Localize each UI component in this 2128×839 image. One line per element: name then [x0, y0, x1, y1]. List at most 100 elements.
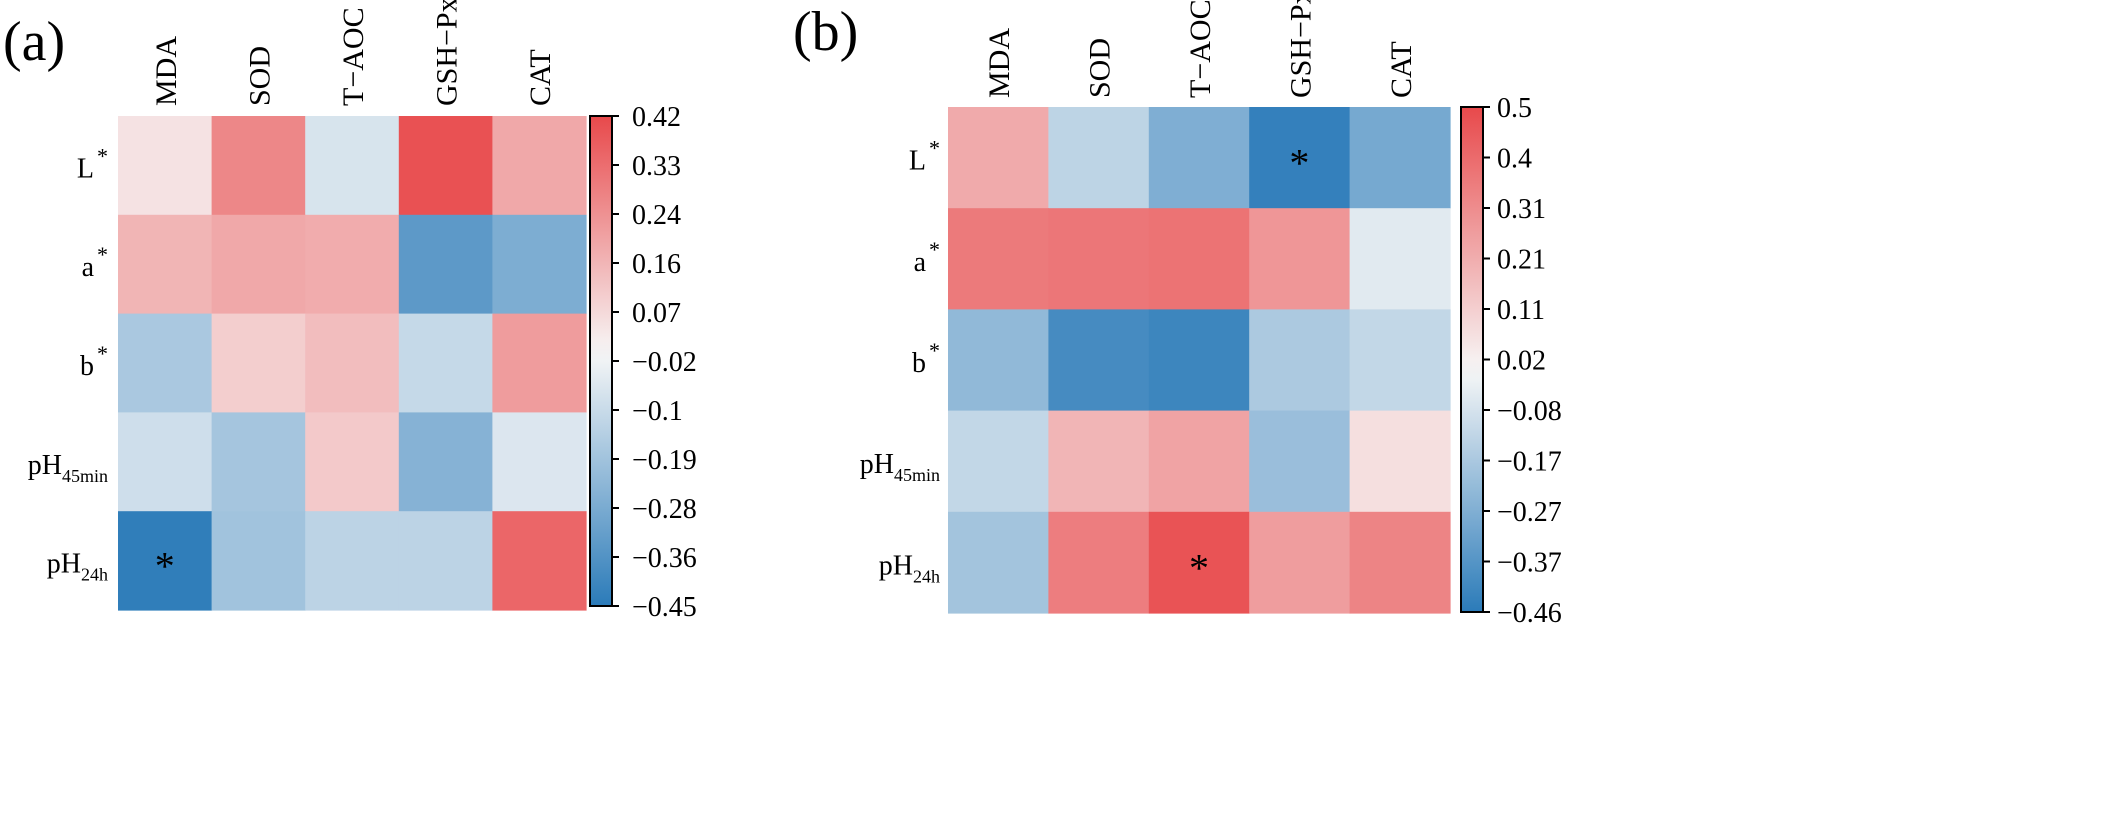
row-label: L *	[77, 143, 108, 184]
heatmap-cell	[118, 214, 213, 315]
heatmap-cell	[948, 309, 1049, 412]
colorbar-tick-label: −0.46	[1497, 598, 1562, 629]
heatmap-cell	[211, 214, 306, 315]
heatmap-panel-b: (b) MDA SOD T−AOC GSH−Px CAT**L *a *b *pH45minpH…	[793, 0, 1562, 629]
colorbar	[1460, 106, 1484, 613]
row-label-base: pH	[47, 549, 81, 580]
row-label-base: a	[82, 252, 95, 283]
colorbar-tick-label: −0.37	[1497, 548, 1562, 579]
colorbar-tick-label: −0.27	[1497, 497, 1562, 528]
panel-label: (a)	[3, 11, 65, 73]
colorbar-tick-label: 0.31	[1497, 194, 1546, 225]
colorbar-tick-label: 0.16	[632, 249, 681, 280]
heatmap-cell	[1249, 410, 1351, 513]
heatmap-cell	[211, 313, 306, 413]
colorbar-tick-label: 0.07	[632, 298, 681, 329]
row-label-base: pH	[860, 449, 894, 480]
heatmap-cell	[1048, 107, 1150, 209]
heatmap-cell	[305, 116, 400, 216]
colorbar-tick-label: 0.5	[1497, 93, 1532, 124]
row-label-base: b	[912, 348, 926, 379]
column-label: MDA	[150, 36, 183, 106]
heatmap-cell	[1349, 410, 1451, 513]
colorbar-tick-label: −0.45	[632, 592, 697, 623]
colorbar-tick-label: 0.24	[632, 200, 681, 231]
row-label: b *	[80, 341, 108, 382]
heatmap-cell	[1148, 107, 1250, 209]
significance-mark: *	[1189, 545, 1209, 590]
heatmap-cell	[1048, 410, 1150, 513]
row-label-superscript: *	[97, 341, 108, 366]
heatmap-cell	[492, 511, 587, 611]
panel-label: (b)	[793, 1, 858, 63]
colorbar-tick-label: 0.02	[1497, 346, 1546, 377]
row-label-subscript: 24h	[913, 566, 940, 586]
heatmap-cell	[1349, 511, 1451, 614]
heatmap-cell	[211, 412, 306, 512]
heatmap-cell	[211, 116, 306, 216]
heatmap-cell	[118, 116, 213, 216]
colorbar-tick-label: −0.19	[632, 445, 697, 476]
significance-mark: *	[1289, 141, 1309, 186]
significance-mark: *	[155, 544, 175, 589]
heatmap-cell	[1048, 309, 1150, 412]
row-label-subscript: 24h	[81, 565, 108, 585]
row-label-superscript: *	[97, 242, 108, 267]
heatmap-cell	[118, 313, 213, 413]
column-label: T−AOC	[337, 7, 370, 106]
heatmap-cell	[305, 511, 400, 611]
heatmap-cell	[492, 313, 587, 413]
colorbar	[589, 115, 613, 607]
heatmap-cell	[1249, 208, 1351, 310]
heatmap-cell	[1249, 107, 1351, 209]
heatmap-cell	[211, 511, 306, 611]
row-label-subscript: 45min	[894, 465, 940, 485]
row-label-base: pH	[28, 450, 62, 481]
heatmap-cell	[1349, 208, 1451, 310]
row-label-superscript: *	[929, 136, 940, 161]
row-label-subscript: 45min	[62, 466, 108, 486]
heatmap-cell	[948, 511, 1049, 614]
row-label: a *	[82, 242, 108, 283]
heatmap-cell	[1249, 309, 1351, 412]
heatmap-cell	[398, 214, 493, 315]
heatmap-cell	[305, 214, 400, 315]
heatmap-cell	[398, 511, 493, 611]
heatmap-cell	[1148, 410, 1250, 513]
colorbar-tick-label: −0.02	[632, 347, 697, 378]
row-label-superscript: *	[929, 237, 940, 262]
heatmap-cell	[1048, 511, 1150, 614]
row-label: L *	[909, 136, 940, 177]
row-label: pH45min	[28, 450, 108, 486]
colorbar-tick-label: −0.28	[632, 494, 697, 525]
row-label-superscript: *	[929, 338, 940, 363]
row-label-base: a	[914, 247, 927, 278]
row-label: a *	[914, 237, 940, 278]
heatmap-cell	[1148, 208, 1250, 310]
heatmap-cell	[948, 107, 1049, 209]
colorbar-tick-label: −0.36	[632, 543, 697, 574]
colorbar-tick-label: −0.1	[632, 396, 683, 427]
column-label: MDA	[983, 28, 1016, 98]
column-label: CAT	[1385, 41, 1418, 98]
colorbar-tick-label: −0.17	[1497, 447, 1562, 478]
colorbar-tick-label: 0.4	[1497, 144, 1532, 175]
row-label-superscript: *	[97, 143, 108, 168]
heatmap-cell	[492, 214, 587, 315]
column-label: SOD	[1084, 38, 1117, 98]
row-label: b *	[912, 338, 940, 379]
heatmap-panel-a: (a) MDA SOD T−AOC GSH−Px CAT*L *a *b *pH45minpH2…	[3, 0, 697, 623]
row-label: pH24h	[879, 550, 940, 586]
row-label-base: L	[77, 153, 94, 184]
heatmap-cell	[492, 116, 587, 216]
column-label: CAT	[524, 49, 557, 106]
heatmap-cell	[1349, 309, 1451, 412]
heatmap-cell	[398, 116, 493, 216]
row-label-base: pH	[879, 550, 913, 581]
column-label: T−AOC	[1184, 0, 1217, 98]
heatmap-cell	[1048, 208, 1150, 310]
column-label: GSH−Px	[431, 0, 464, 106]
heatmap-cell	[398, 412, 493, 512]
column-label: GSH−Px	[1284, 0, 1317, 98]
